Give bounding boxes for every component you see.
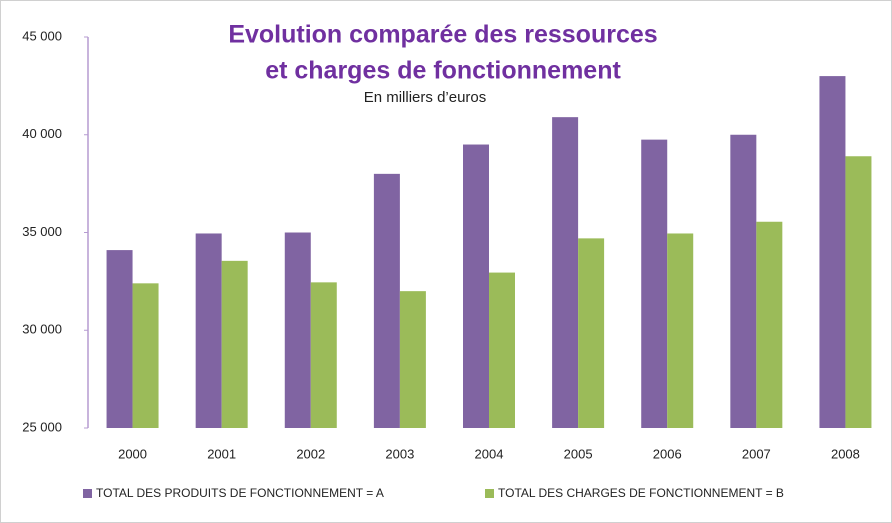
bar	[399, 291, 426, 428]
bar	[195, 233, 222, 428]
bar	[106, 250, 133, 428]
y-tick-label: 40 000	[22, 126, 62, 141]
chart-title: Evolution comparée des ressources	[228, 21, 657, 49]
y-tick-label: 25 000	[22, 419, 62, 434]
bar	[552, 117, 579, 428]
bar	[132, 283, 159, 428]
x-tick-label: 2006	[653, 446, 682, 461]
bar	[221, 260, 248, 428]
chart-subtitle: En milliers d’euros	[364, 89, 487, 106]
bar	[667, 233, 694, 428]
x-tick-label: 2002	[296, 446, 325, 461]
legend-label: TOTAL DES CHARGES DE FONCTIONNEMENT = B	[498, 486, 784, 500]
bar	[641, 139, 668, 428]
bar	[310, 282, 337, 428]
x-tick-label: 2004	[475, 446, 504, 461]
y-tick-label: 35 000	[22, 224, 62, 239]
bar	[373, 173, 400, 428]
bar	[819, 76, 846, 428]
x-tick-label: 2000	[118, 446, 147, 461]
x-tick-label: 2001	[207, 446, 236, 461]
y-tick-label: 30 000	[22, 322, 62, 337]
legend-swatch	[83, 489, 92, 498]
legend-label: TOTAL DES PRODUITS DE FONCTIONNEMENT = A	[96, 486, 384, 500]
bar	[463, 144, 489, 428]
y-tick-label: 45 000	[22, 28, 62, 43]
bar	[489, 272, 515, 428]
bar	[578, 238, 605, 428]
bar	[730, 134, 757, 428]
x-tick-label: 2008	[831, 446, 860, 461]
chart-title: et charges de fonctionnement	[265, 57, 621, 85]
bar	[756, 221, 783, 428]
x-tick-label: 2005	[564, 446, 593, 461]
x-tick-label: 2003	[385, 446, 414, 461]
bar	[845, 156, 872, 428]
x-tick-label: 2007	[742, 446, 771, 461]
bar	[284, 232, 311, 428]
legend-swatch	[485, 489, 494, 498]
